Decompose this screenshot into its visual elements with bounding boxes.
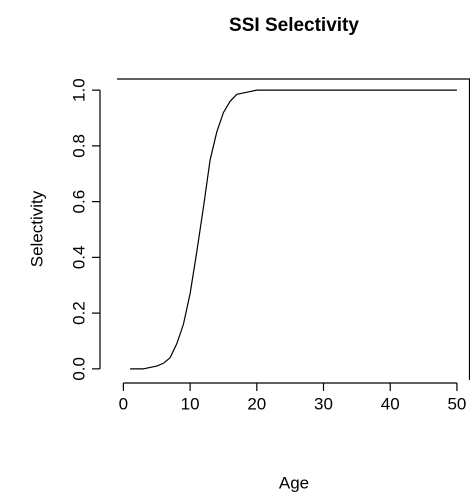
series-line xyxy=(130,89,457,370)
x-tick-label: 50 xyxy=(447,394,466,413)
x-axis-label: Age xyxy=(279,473,309,492)
y-tick-label: 1.0 xyxy=(69,78,88,102)
x-tick-label: 30 xyxy=(314,394,333,413)
chart-title: SSI Selectivity xyxy=(229,15,359,36)
y-tick-label: 0.0 xyxy=(69,357,88,381)
y-tick-label: 0.2 xyxy=(69,301,88,325)
y-tick-label: 0.8 xyxy=(69,134,88,158)
y-tick-label: 0.4 xyxy=(69,246,88,270)
x-tick-label: 40 xyxy=(381,394,400,413)
x-tick-label: 10 xyxy=(181,394,200,413)
y-axis-label: Selectivity xyxy=(27,190,46,267)
x-tick-label: 0 xyxy=(119,394,128,413)
y-tick-label: 0.6 xyxy=(69,190,88,214)
x-tick-label: 20 xyxy=(247,394,266,413)
